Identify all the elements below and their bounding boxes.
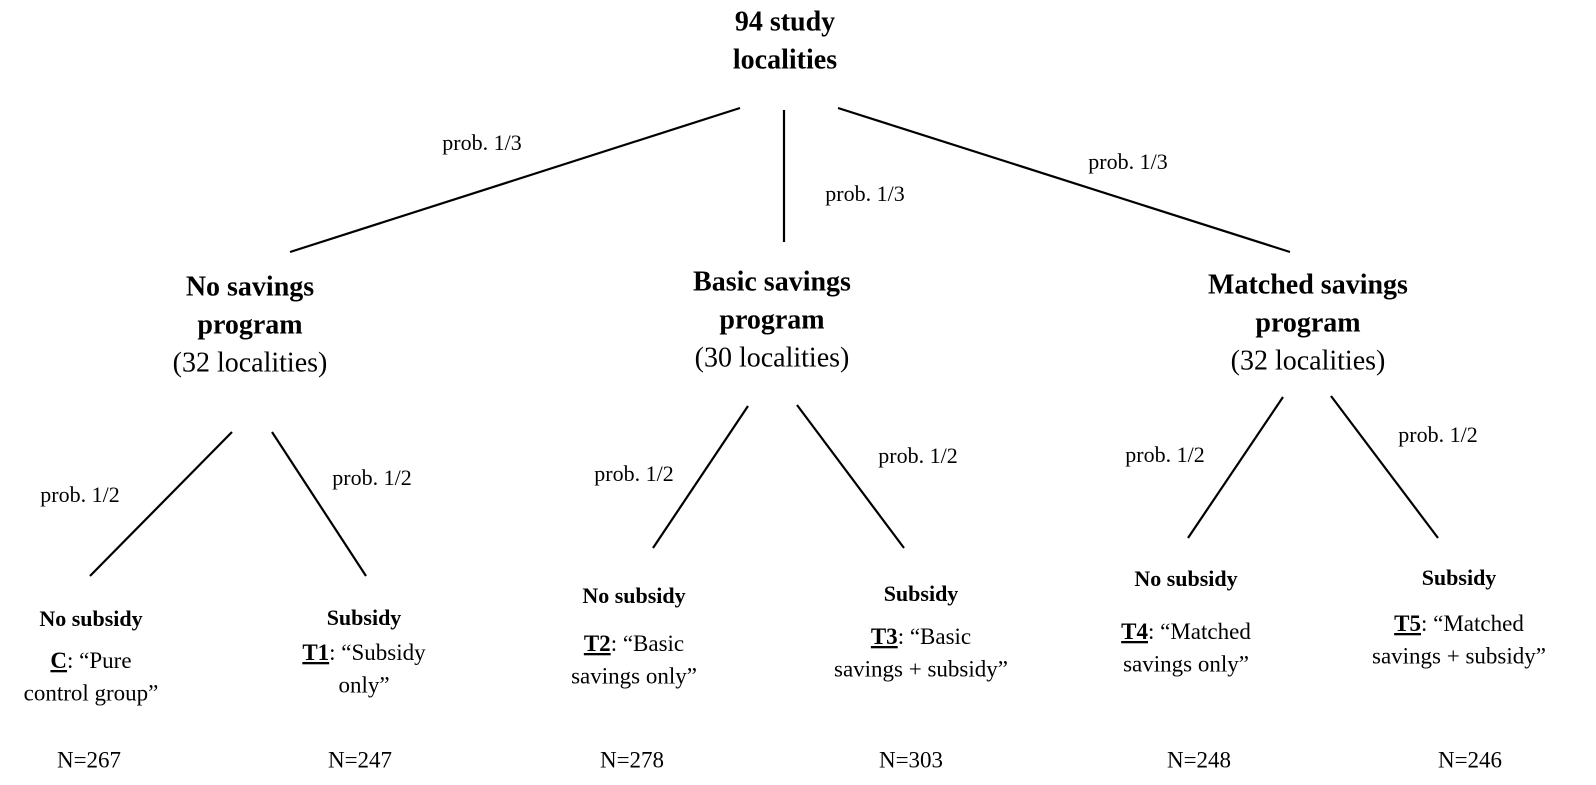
node-label: program xyxy=(719,304,824,335)
probability-label: prob. 1/2 xyxy=(1398,422,1477,447)
leaf-title: Subsidy xyxy=(1422,565,1497,590)
node-count: (32 localities) xyxy=(173,347,328,378)
probability-label: prob. 1/2 xyxy=(594,461,673,486)
probability-label: prob. 1/3 xyxy=(825,181,904,206)
connector xyxy=(837,106,1291,254)
leaf-title: Subsidy xyxy=(884,581,959,606)
sample-size: N=303 xyxy=(879,747,943,772)
leaf-title: No subsidy xyxy=(39,606,142,631)
connector xyxy=(89,431,233,577)
description-text: : “Basic xyxy=(898,624,971,649)
description-text: : “Matched xyxy=(1421,611,1524,636)
node-count: (30 localities) xyxy=(695,342,850,373)
leaf-description: savings only” xyxy=(1123,651,1249,676)
connector xyxy=(1330,395,1439,539)
probability-label: prob. 1/2 xyxy=(878,443,957,468)
leaf-description: savings + subsidy” xyxy=(834,656,1008,681)
treatment-code: C xyxy=(50,648,67,673)
description-text: : “Matched xyxy=(1148,619,1251,644)
probability-label: prob. 1/2 xyxy=(40,482,119,507)
node-label: program xyxy=(197,309,302,340)
probability-label: prob. 1/3 xyxy=(442,130,521,155)
connector xyxy=(652,405,749,549)
root-label: localities xyxy=(733,44,837,75)
leaf-description: T2: “Basic xyxy=(584,631,684,656)
sample-size: N=246 xyxy=(1438,747,1502,772)
sample-size: N=247 xyxy=(328,747,392,772)
treatment-code: T2 xyxy=(584,631,611,656)
sample-size: N=267 xyxy=(57,747,121,772)
node-label: No savings xyxy=(186,271,314,302)
treatment-code: T3 xyxy=(871,624,898,649)
leaf-title: No subsidy xyxy=(1134,566,1237,591)
root-label: 94 study xyxy=(735,6,835,37)
connector xyxy=(289,106,741,254)
node-count: (32 localities) xyxy=(1231,345,1386,376)
probability-label: prob. 1/3 xyxy=(1088,149,1167,174)
treatment-code: T1 xyxy=(302,640,329,665)
node-label: Basic savings xyxy=(693,266,851,297)
description-text: : “Pure xyxy=(67,648,132,673)
sample-size: N=278 xyxy=(600,747,664,772)
connector xyxy=(1187,396,1284,539)
leaf-description: T1: “Subsidy xyxy=(302,640,426,665)
leaf-title: Subsidy xyxy=(327,605,402,630)
leaf-description: T4: “Matched xyxy=(1121,619,1251,644)
leaf-description: T5: “Matched xyxy=(1394,611,1524,636)
probability-label: prob. 1/2 xyxy=(1125,442,1204,467)
leaf-title: No subsidy xyxy=(582,583,685,608)
leaf-description: only” xyxy=(338,672,389,697)
node-label: program xyxy=(1255,307,1360,338)
connector xyxy=(796,404,905,549)
treatment-code: T5 xyxy=(1394,611,1421,636)
leaf-description: T3: “Basic xyxy=(871,624,971,649)
leaf-description: control group” xyxy=(24,680,159,705)
connector xyxy=(271,431,367,577)
probability-label: prob. 1/2 xyxy=(332,465,411,490)
sample-size: N=248 xyxy=(1167,747,1231,772)
node-label: Matched savings xyxy=(1208,269,1408,300)
description-text: : “Subsidy xyxy=(329,640,426,665)
leaf-description: savings only” xyxy=(571,663,697,688)
treatment-code: T4 xyxy=(1121,619,1148,644)
leaf-description: C: “Pure xyxy=(50,648,131,673)
leaf-description: savings + subsidy” xyxy=(1372,643,1546,668)
description-text: : “Basic xyxy=(611,631,684,656)
